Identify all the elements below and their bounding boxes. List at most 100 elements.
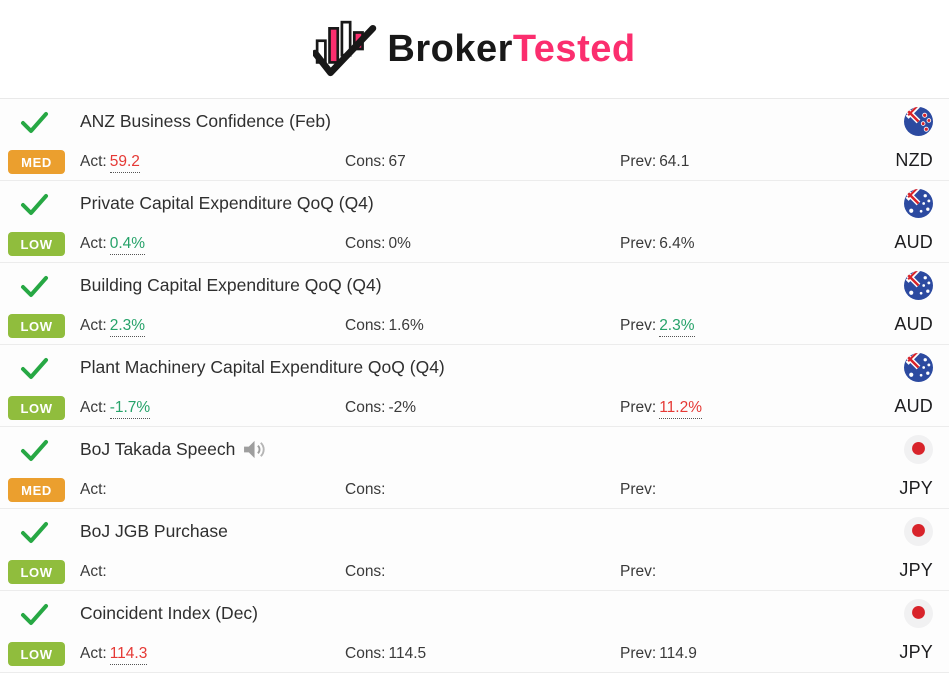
previous-value[interactable]: 114.9	[659, 645, 697, 662]
logo-wordmark: Broker Tested	[387, 28, 635, 71]
event-title-wrap: BoJ JGB Purchase	[80, 521, 228, 542]
consensus-value: -2%	[388, 399, 417, 416]
logo-text-tested: Tested	[512, 27, 636, 70]
event-title-wrap: Private Capital Expenditure QoQ (Q4)	[80, 193, 374, 214]
event-row[interactable]: Building Capital Expenditure QoQ (Q4)	[0, 263, 949, 345]
actual-label: Act:	[80, 481, 107, 498]
consensus-field: Cons:	[345, 481, 389, 499]
consensus-label: Cons:	[345, 317, 386, 334]
jpy-flag-icon	[904, 599, 933, 628]
actual-value[interactable]: 2.3%	[109, 317, 146, 337]
previous-label: Prev:	[620, 645, 657, 662]
event-title[interactable]: Building Capital Expenditure QoQ (Q4)	[80, 275, 382, 295]
actual-field: Act: -1.7%	[80, 399, 151, 419]
event-title-wrap: Plant Machinery Capital Expenditure QoQ …	[80, 357, 445, 378]
consensus-field: Cons: 1.6%	[345, 317, 424, 335]
event-title-wrap: Coincident Index (Dec)	[80, 603, 258, 624]
actual-label: Act:	[80, 399, 107, 416]
actual-field: Act:	[80, 563, 110, 581]
event-row[interactable]: Private Capital Expenditure QoQ (Q4)	[0, 181, 949, 263]
consensus-label: Cons:	[345, 481, 386, 498]
currency-code: AUD	[894, 232, 933, 252]
brokertested-logo[interactable]: Broker Tested	[313, 19, 635, 79]
currency-code: NZD	[895, 150, 933, 170]
actual-value[interactable]: 114.3	[109, 645, 148, 665]
logo-barchart-check-icon	[313, 20, 377, 77]
impact-badge: LOW	[8, 642, 65, 666]
aud-flag-icon	[904, 189, 933, 218]
previous-field: Prev: 64.1	[620, 153, 689, 171]
currency-flag-icon	[904, 107, 933, 136]
economic-calendar-list: ANZ Business Confidence (Feb) MED	[0, 99, 949, 673]
aud-flag-icon	[904, 271, 933, 300]
consensus-value: 1.6%	[388, 317, 424, 334]
event-title[interactable]: BoJ Takada Speech	[80, 439, 236, 459]
event-row[interactable]: Coincident Index (Dec) LOW Act: 114.3 Con…	[0, 591, 949, 673]
aud-flag-icon	[904, 353, 933, 382]
consensus-label: Cons:	[345, 563, 386, 580]
actual-label: Act:	[80, 563, 107, 580]
event-title-wrap: Building Capital Expenditure QoQ (Q4)	[80, 275, 382, 296]
released-check-icon	[21, 276, 48, 297]
event-title[interactable]: Coincident Index (Dec)	[80, 603, 258, 623]
consensus-value: 114.5	[388, 645, 427, 662]
previous-field: Prev: 11.2%	[620, 399, 702, 419]
released-check-icon	[21, 358, 48, 379]
event-title[interactable]: Private Capital Expenditure QoQ (Q4)	[80, 193, 374, 213]
currency-flag-icon	[904, 517, 933, 546]
released-check-icon	[21, 194, 48, 215]
consensus-label: Cons:	[345, 645, 386, 662]
currency-flag-icon	[904, 599, 933, 628]
actual-value[interactable]: -1.7%	[109, 399, 151, 419]
previous-label: Prev:	[620, 481, 657, 498]
currency-flag-icon	[904, 353, 933, 382]
consensus-field: Cons: 0%	[345, 235, 411, 253]
previous-label: Prev:	[620, 153, 657, 170]
previous-label: Prev:	[620, 317, 657, 334]
impact-badge: MED	[8, 478, 65, 502]
event-row[interactable]: Plant Machinery Capital Expenditure QoQ …	[0, 345, 949, 427]
previous-field: Prev: 114.9	[620, 645, 697, 663]
impact-badge: LOW	[8, 560, 65, 584]
consensus-label: Cons:	[345, 235, 386, 252]
currency-code: AUD	[894, 314, 933, 334]
previous-label: Prev:	[620, 563, 657, 580]
event-row[interactable]: ANZ Business Confidence (Feb) MED	[0, 99, 949, 181]
actual-label: Act:	[80, 235, 107, 252]
actual-value[interactable]: 0.4%	[109, 235, 146, 255]
consensus-field: Cons: 114.5	[345, 645, 426, 663]
actual-field: Act: 114.3	[80, 645, 148, 665]
site-header: Broker Tested	[0, 0, 949, 99]
actual-label: Act:	[80, 645, 107, 662]
currency-flag-icon	[904, 435, 933, 464]
currency-code: JPY	[899, 642, 933, 662]
consensus-label: Cons:	[345, 153, 386, 170]
logo-text-broker: Broker	[387, 27, 513, 70]
impact-badge: LOW	[8, 396, 65, 420]
event-title[interactable]: BoJ JGB Purchase	[80, 521, 228, 541]
actual-field: Act: 59.2	[80, 153, 140, 173]
previous-field: Prev:	[620, 481, 659, 499]
previous-value[interactable]: 2.3%	[659, 317, 695, 337]
previous-value[interactable]: 64.1	[659, 153, 690, 170]
currency-code: JPY	[899, 478, 933, 498]
currency-code: JPY	[899, 560, 933, 580]
event-title[interactable]: Plant Machinery Capital Expenditure QoQ …	[80, 357, 445, 377]
consensus-field: Cons:	[345, 563, 389, 581]
consensus-value: 67	[388, 153, 406, 170]
previous-field: Prev: 2.3%	[620, 317, 695, 337]
previous-value[interactable]: 6.4%	[659, 235, 695, 252]
actual-field: Act: 0.4%	[80, 235, 146, 255]
actual-value[interactable]: 59.2	[109, 153, 140, 173]
jpy-flag-icon	[904, 435, 933, 464]
released-check-icon	[21, 112, 48, 133]
previous-value[interactable]: 11.2%	[659, 399, 702, 419]
previous-field: Prev:	[620, 563, 659, 581]
event-title[interactable]: ANZ Business Confidence (Feb)	[80, 111, 331, 131]
event-row[interactable]: BoJ JGB Purchase LOW Act: Cons: Prev: JP…	[0, 509, 949, 591]
released-check-icon	[21, 522, 48, 543]
currency-code: AUD	[894, 396, 933, 416]
previous-field: Prev: 6.4%	[620, 235, 695, 253]
impact-badge: LOW	[8, 232, 65, 256]
event-row[interactable]: BoJ Takada Speech MED Act: Cons: Prev: J…	[0, 427, 949, 509]
